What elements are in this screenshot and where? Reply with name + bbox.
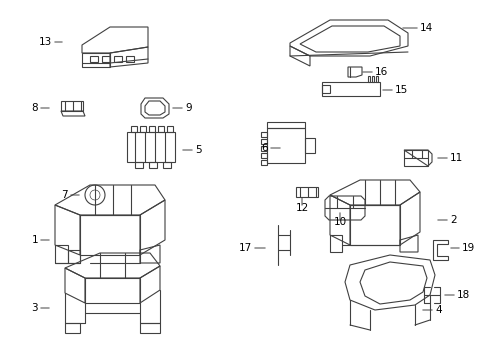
Text: 11: 11	[450, 153, 463, 163]
Text: 13: 13	[39, 37, 52, 47]
Text: 6: 6	[261, 143, 268, 153]
Text: 9: 9	[185, 103, 192, 113]
Text: 4: 4	[435, 305, 441, 315]
Text: 5: 5	[195, 145, 201, 155]
Text: 14: 14	[420, 23, 433, 33]
Text: 7: 7	[61, 190, 68, 200]
Text: 15: 15	[395, 85, 408, 95]
Text: 10: 10	[333, 217, 346, 227]
Text: 1: 1	[31, 235, 38, 245]
Text: 8: 8	[31, 103, 38, 113]
Text: 19: 19	[462, 243, 475, 253]
Text: 3: 3	[31, 303, 38, 313]
Text: 17: 17	[239, 243, 252, 253]
Text: 16: 16	[375, 67, 388, 77]
Text: 18: 18	[457, 290, 470, 300]
Text: 2: 2	[450, 215, 457, 225]
Text: 12: 12	[295, 203, 309, 213]
